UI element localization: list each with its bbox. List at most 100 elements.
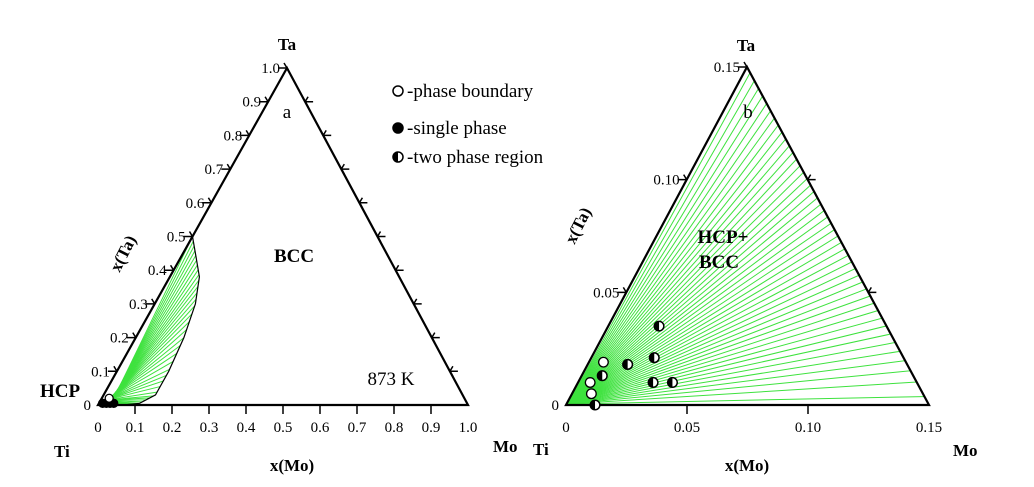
- panel-a-left-tick-label: 0.5: [167, 230, 186, 246]
- panel-b-tie-line: [567, 151, 929, 405]
- panel-a-xlabel: x(Mo): [270, 456, 314, 475]
- panel-b-phase-boundary-point: [585, 388, 597, 400]
- panel-b-vertex-right: Mo: [953, 441, 978, 460]
- panel-b-region-line2: BCC: [699, 252, 739, 273]
- panel-b-two-phase-point: [647, 376, 659, 389]
- panel-a-bottom-tick-label: 0.1: [126, 420, 145, 436]
- panel-b-region-line1: HCP+: [698, 227, 749, 248]
- panel-a-vertex-top: Ta: [278, 35, 297, 54]
- panel-a-bottom-tick-label: 1.0: [459, 420, 478, 436]
- panel-b-left-tick: [677, 174, 688, 186]
- panel-a-bottom-tick-label: 0.2: [163, 420, 182, 436]
- panel-b-bottom-tick-label: 0.15: [916, 420, 942, 436]
- panel-b-points: [584, 320, 678, 411]
- panel-b-tie-line: [567, 67, 929, 405]
- panel-a-left-tick-label: 0.6: [186, 196, 205, 212]
- panel-a-right-tick: [449, 365, 458, 377]
- legend-open-circle-icon: [392, 85, 404, 97]
- panel-b-two-phase-point: [596, 370, 608, 382]
- panel-b-left-tick-label: 0: [552, 398, 560, 414]
- panel-b-tie-line: [567, 75, 929, 405]
- panel-a-right-tick: [358, 197, 368, 209]
- panel-b-tie-line: [567, 90, 929, 405]
- panel-b-vertex-top: Ta: [737, 36, 756, 55]
- panel-a-region-hcp: HCP: [40, 381, 81, 402]
- panel-b-tie-line: [567, 67, 929, 405]
- panel-a-left-tick: [183, 231, 194, 242]
- panel-a-bottom-tick-label: 0: [94, 420, 102, 436]
- legend-single-phase: -single phase: [407, 118, 507, 139]
- panel-b-tie-lines: [567, 67, 929, 405]
- panel-a-right-tick: [376, 231, 386, 242]
- panel-a-left-tick-label: 0.3: [129, 297, 148, 313]
- panel-a-left-tick-label: 0.7: [205, 162, 224, 178]
- panel-b-tie-line: [567, 67, 929, 405]
- panel-b-tie-line: [567, 67, 906, 405]
- panel-b-tie-line: [567, 67, 929, 405]
- panel-a-tie-line: [105, 380, 164, 401]
- panel-a-right-tick: [430, 332, 440, 343]
- panel-b-left-tick: [617, 286, 628, 298]
- panel-b-vertex-left: Ti: [533, 440, 549, 459]
- panel-b-label: b: [743, 102, 753, 123]
- panel-b-phase-boundary-point: [597, 356, 609, 368]
- panel-a-vertex-right: Mo: [493, 437, 518, 456]
- panel-a-right-tick: [322, 130, 332, 141]
- panel-b-right-tick: [867, 286, 877, 298]
- panel-a-temperature: 873 K: [368, 369, 415, 390]
- panel-a-tie-line: [107, 337, 185, 400]
- panel-b-right-tick: [806, 174, 816, 186]
- panel-b-two-phase-point: [589, 399, 601, 411]
- panel-b-tie-line: [567, 105, 929, 405]
- panel-a-region-bcc: BCC: [274, 246, 314, 267]
- panel-b-left-tick: [738, 61, 748, 73]
- panel-a-right-tick: [304, 96, 314, 108]
- panel-b-two-phase-point: [622, 358, 634, 370]
- panel-a-left-tick: [126, 332, 137, 343]
- panel-a-ylabel: x(Ta): [106, 232, 140, 275]
- panel-b-two-phase-point: [666, 376, 678, 389]
- panel-a-right-tick: [394, 264, 404, 276]
- panel-b-left-tick-label: 0.05: [593, 285, 619, 301]
- panel-a-left-tick: [202, 197, 213, 209]
- panel-a-tie-line: [107, 353, 178, 401]
- legend-phase-boundary: -phase boundary: [407, 81, 534, 102]
- panel-b-tie-line: [567, 67, 929, 405]
- panel-b-tie-line: [567, 67, 929, 405]
- panel-a-left-tick-label: 0.2: [110, 331, 129, 347]
- panel-a-tie-line: [105, 386, 161, 401]
- panel-a-bottom-tick-label: 0.4: [237, 420, 256, 436]
- panel-b-tie-line: [567, 67, 929, 405]
- panel-a-tie-line: [106, 360, 174, 401]
- panel-b-tie-line: [567, 67, 929, 405]
- panel-a-phase-boundary-point: [104, 393, 114, 403]
- panel-b-bottom-tick-label: 0.05: [674, 420, 700, 436]
- panel-b-xlabel: x(Mo): [725, 456, 769, 475]
- panel-a-label: a: [283, 102, 292, 123]
- panel-b: 0 0.05 0.10 0.15 0 0.05 0.10 0.15 Ta Ti Mo x(Mo…: [533, 36, 978, 475]
- panel-a-left-tick: [107, 365, 118, 377]
- panel-a-left-tick-label: 0: [84, 398, 92, 414]
- panel-a-left-tick: [221, 163, 232, 175]
- panel-b-tie-line: [567, 67, 929, 405]
- panel-a-left-tick-label: 0.9: [242, 95, 261, 111]
- panel-b-tie-line: [567, 388, 929, 405]
- panel-b-triangle: [564, 64, 931, 407]
- panel-a-tie-line: [108, 329, 187, 400]
- panel-a-tie-line: [106, 374, 167, 401]
- panel-b-tie-line: [567, 120, 929, 405]
- legend-filled-circle-icon: [392, 122, 404, 134]
- panel-a-left-tick-label: 1.0: [261, 61, 280, 77]
- panel-a-ticks: 0 0.1 0.2 0.3 0.4 0.5 0.6 0.7 0.8 0.9 1.0 0 0.1 0.2 0.…: [84, 61, 478, 436]
- panel-a-points: [97, 393, 119, 408]
- panel-a-left-tick: [164, 264, 175, 276]
- panel-a-bottom-tick-label: 0.8: [385, 420, 404, 436]
- panel-a-left-tick-label: 0.8: [223, 128, 242, 144]
- panel-a-left-tick: [259, 96, 269, 108]
- panel-b-tie-line: [567, 67, 929, 405]
- panel-a-tie-line: [106, 368, 170, 401]
- legend-two-phase-region: -two phase region: [407, 147, 544, 168]
- panel-a-left-tick: [240, 130, 251, 141]
- panel-b-ticks: 0 0.05 0.10 0.15 0 0.05 0.10 0.15: [552, 60, 943, 436]
